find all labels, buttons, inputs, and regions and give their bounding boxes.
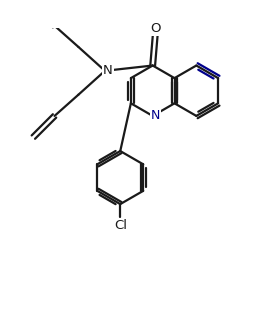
Text: N: N	[151, 109, 160, 122]
Text: Cl: Cl	[114, 219, 127, 232]
Text: N: N	[103, 64, 113, 77]
Text: O: O	[150, 22, 161, 35]
